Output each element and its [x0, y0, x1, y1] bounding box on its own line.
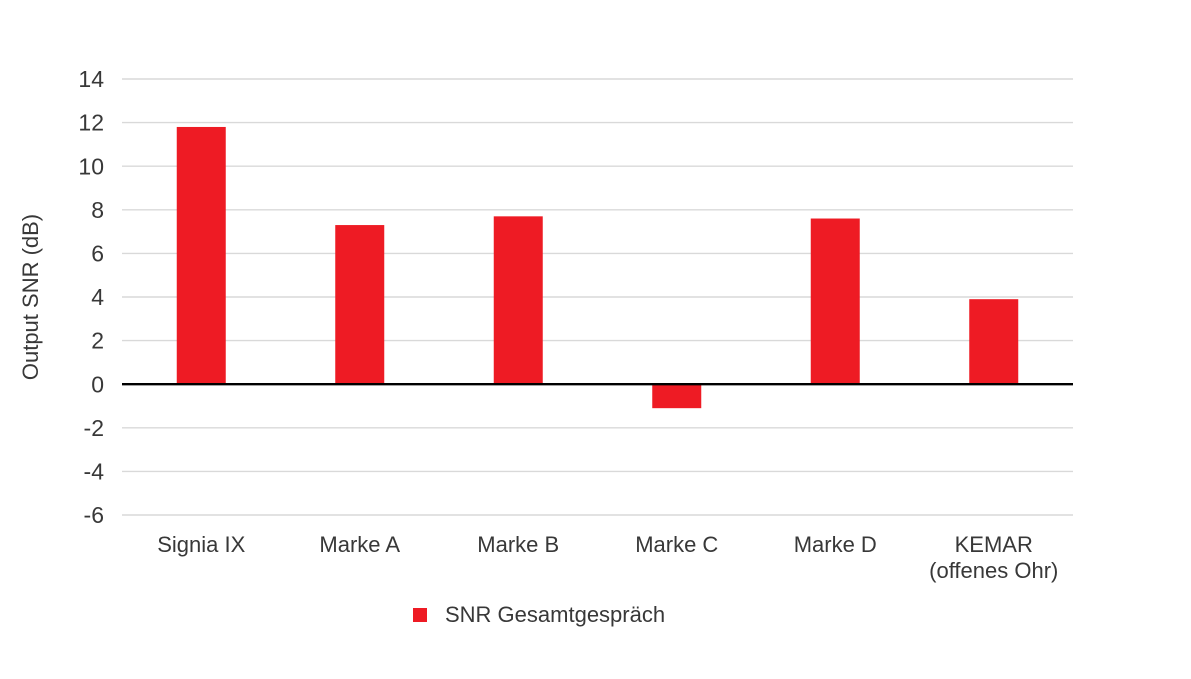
y-tick-label: 8 [91, 197, 104, 223]
legend-label: SNR Gesamtgespräch [445, 602, 665, 627]
category-label: KEMAR [955, 532, 1033, 557]
legend-square-icon [413, 608, 427, 622]
category-label: Marke B [477, 532, 559, 557]
y-axis-title: Output SNR (dB) [18, 214, 43, 380]
y-tick-label: 14 [78, 66, 104, 92]
category-label: Marke C [635, 532, 718, 557]
bar-marke-d [810, 218, 860, 385]
y-tick-label: 6 [91, 240, 104, 266]
category-label: Signia IX [157, 532, 245, 557]
category-label: Marke A [319, 532, 400, 557]
bar-marke-b [493, 216, 543, 385]
y-tick-label: -6 [84, 502, 104, 528]
category-label: Marke D [794, 532, 877, 557]
category-label: (offenes Ohr) [929, 558, 1058, 583]
y-tick-label: 4 [91, 284, 104, 310]
y-tick-label: -4 [84, 458, 105, 484]
y-tick-label: 12 [78, 110, 104, 136]
bar-marke-a [335, 225, 385, 385]
bar-kemar-offenes-ohr [969, 299, 1019, 385]
y-tick-label: -2 [84, 415, 104, 441]
y-tick-label: 0 [91, 371, 104, 397]
bar-signia-ix [176, 126, 226, 385]
y-tick-label: 2 [91, 328, 104, 354]
bar-marke-c [652, 384, 702, 409]
y-tick-label: 10 [78, 153, 104, 179]
